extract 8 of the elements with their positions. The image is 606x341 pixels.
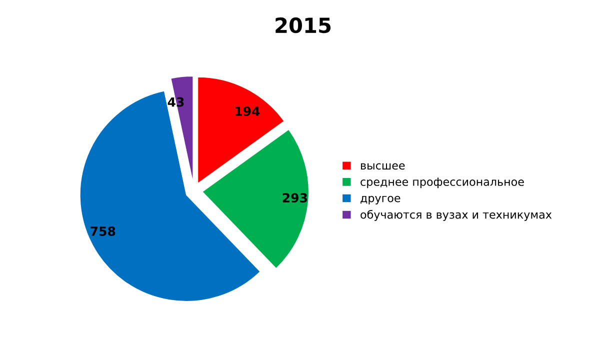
legend-label: обучаются в вузах и техникумах xyxy=(360,210,552,221)
data-label: 293 xyxy=(282,193,307,203)
legend-label: среднее профессиональное xyxy=(360,178,524,188)
chart-title: 2015 xyxy=(276,17,331,34)
legend-label: другое xyxy=(360,196,400,204)
data-label: 758 xyxy=(90,226,116,236)
legend-label: высшее xyxy=(361,163,405,170)
data-label: 194 xyxy=(236,106,260,116)
